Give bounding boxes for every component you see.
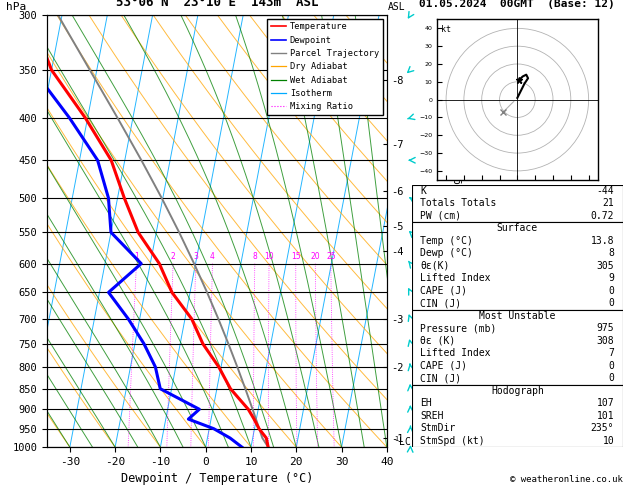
Text: Pressure (mb): Pressure (mb) <box>420 323 497 333</box>
Text: θε(K): θε(K) <box>420 261 450 271</box>
Text: © weatheronline.co.uk: © weatheronline.co.uk <box>510 474 623 484</box>
Text: CAPE (J): CAPE (J) <box>420 361 467 371</box>
Text: 101: 101 <box>597 411 615 421</box>
Text: EH: EH <box>420 399 432 408</box>
Text: PW (cm): PW (cm) <box>420 211 462 221</box>
Text: 15: 15 <box>291 252 301 261</box>
Text: 10: 10 <box>264 252 274 261</box>
X-axis label: Dewpoint / Temperature (°C): Dewpoint / Temperature (°C) <box>121 472 313 486</box>
Bar <box>412 310 623 384</box>
Text: 10: 10 <box>603 436 615 446</box>
Text: CIN (J): CIN (J) <box>420 298 462 309</box>
Text: Surface: Surface <box>497 224 538 233</box>
Text: 0: 0 <box>608 298 615 309</box>
Text: 21: 21 <box>603 198 615 208</box>
Bar <box>412 222 623 310</box>
Text: Hodograph: Hodograph <box>491 386 544 396</box>
Text: 20: 20 <box>311 252 320 261</box>
Y-axis label: Mixing Ratio (g/kg): Mixing Ratio (g/kg) <box>453 172 463 290</box>
Text: 01.05.2024  00GMT  (Base: 12): 01.05.2024 00GMT (Base: 12) <box>420 0 615 9</box>
Legend: Temperature, Dewpoint, Parcel Trajectory, Dry Adiabat, Wet Adiabat, Isotherm, Mi: Temperature, Dewpoint, Parcel Trajectory… <box>267 19 382 115</box>
Text: 3: 3 <box>193 252 198 261</box>
Text: SREH: SREH <box>420 411 444 421</box>
Text: 0.72: 0.72 <box>591 211 615 221</box>
Text: Lifted Index: Lifted Index <box>420 348 491 358</box>
Bar <box>412 384 623 447</box>
Text: CIN (J): CIN (J) <box>420 373 462 383</box>
Text: θε (K): θε (K) <box>420 336 455 346</box>
Text: 107: 107 <box>597 399 615 408</box>
Text: StmSpd (kt): StmSpd (kt) <box>420 436 485 446</box>
Text: 0: 0 <box>608 373 615 383</box>
Bar <box>412 185 623 222</box>
Text: Temp (°C): Temp (°C) <box>420 236 473 246</box>
Text: 7: 7 <box>608 348 615 358</box>
Text: 8: 8 <box>608 248 615 259</box>
Text: 9: 9 <box>608 274 615 283</box>
Text: 235°: 235° <box>591 423 615 434</box>
Text: 1: 1 <box>134 252 139 261</box>
Text: StmDir: StmDir <box>420 423 455 434</box>
Text: $^1$LCL: $^1$LCL <box>394 434 418 449</box>
Text: hPa: hPa <box>6 2 26 12</box>
Text: 13.8: 13.8 <box>591 236 615 246</box>
Text: Dewp (°C): Dewp (°C) <box>420 248 473 259</box>
Text: Lifted Index: Lifted Index <box>420 274 491 283</box>
Text: 25: 25 <box>326 252 336 261</box>
Text: 53°06'N  23°10'E  143m  ASL: 53°06'N 23°10'E 143m ASL <box>116 0 318 9</box>
Text: Most Unstable: Most Unstable <box>479 311 555 321</box>
Text: 0: 0 <box>608 361 615 371</box>
Text: 4: 4 <box>210 252 215 261</box>
Text: 2: 2 <box>170 252 175 261</box>
Text: Totals Totals: Totals Totals <box>420 198 497 208</box>
Text: km
ASL: km ASL <box>388 0 406 12</box>
Text: CAPE (J): CAPE (J) <box>420 286 467 296</box>
Text: 305: 305 <box>597 261 615 271</box>
Text: kt: kt <box>441 25 451 34</box>
Text: K: K <box>420 186 426 196</box>
Text: 8: 8 <box>252 252 257 261</box>
Text: -44: -44 <box>597 186 615 196</box>
Text: 308: 308 <box>597 336 615 346</box>
Text: 975: 975 <box>597 323 615 333</box>
Text: 0: 0 <box>608 286 615 296</box>
